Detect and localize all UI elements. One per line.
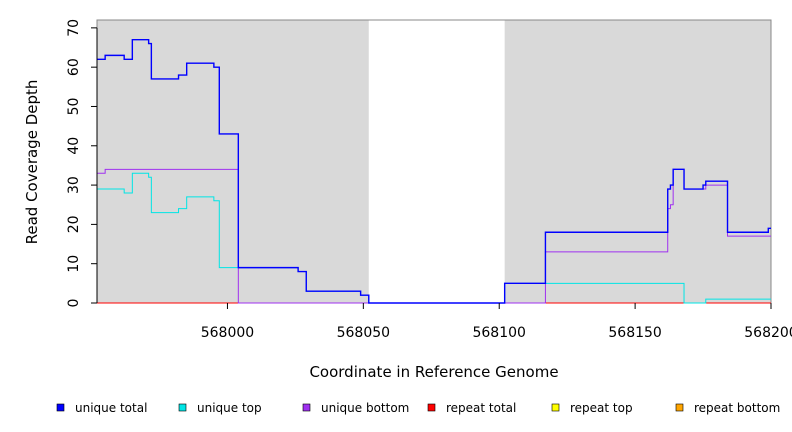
legend-label: repeat total <box>446 401 516 415</box>
y-tick-label: 40 <box>66 137 82 155</box>
x-tick-label: 568150 <box>608 325 661 341</box>
legend-item-unique-total: unique total <box>56 401 147 415</box>
x-tick-label: 568050 <box>337 325 390 341</box>
y-axis-label: Read Coverage Depth <box>23 80 41 245</box>
y-tick-label: 30 <box>66 176 82 194</box>
y-tick-label: 70 <box>66 19 82 37</box>
legend-label: unique total <box>75 401 147 415</box>
shaded-regions <box>97 20 771 303</box>
y-tick-label: 60 <box>66 58 82 76</box>
y-tick-label: 10 <box>66 255 82 273</box>
legend-item-repeat-top: repeat top <box>551 401 633 415</box>
legend-item-unique-bottom: unique bottom <box>302 401 409 415</box>
legend-swatch <box>675 403 684 412</box>
x-axis-label: Coordinate in Reference Genome <box>309 363 558 381</box>
series-layer <box>97 38 771 304</box>
y-tick-label: 20 <box>66 215 82 233</box>
y-axis: 0 10 20 30 40 50 60 70 <box>66 19 98 308</box>
legend-swatch <box>427 403 436 412</box>
y-tick-label: 0 <box>66 299 82 308</box>
legend-swatch <box>302 403 311 412</box>
legend-swatch <box>178 403 187 412</box>
legend-swatch <box>551 403 560 412</box>
legend-item-repeat-total: repeat total <box>427 401 516 415</box>
y-tick-label: 50 <box>66 98 82 116</box>
legend: unique total unique top unique bottom repea… <box>56 401 780 415</box>
shaded-region-0 <box>97 20 369 303</box>
shaded-region-1 <box>504 20 771 303</box>
legend-label: repeat bottom <box>694 401 780 415</box>
legend-label: repeat top <box>570 401 633 415</box>
series-line-unique-total <box>97 38 771 304</box>
legend-item-unique-top: unique top <box>178 401 262 415</box>
legend-item-repeat-bottom: repeat bottom <box>675 401 780 415</box>
legend-swatch <box>56 403 65 412</box>
legend-label: unique top <box>197 401 262 415</box>
x-tick-label: 568100 <box>472 325 525 341</box>
x-tick-label: 568000 <box>201 325 254 341</box>
legend-label: unique bottom <box>321 401 409 415</box>
